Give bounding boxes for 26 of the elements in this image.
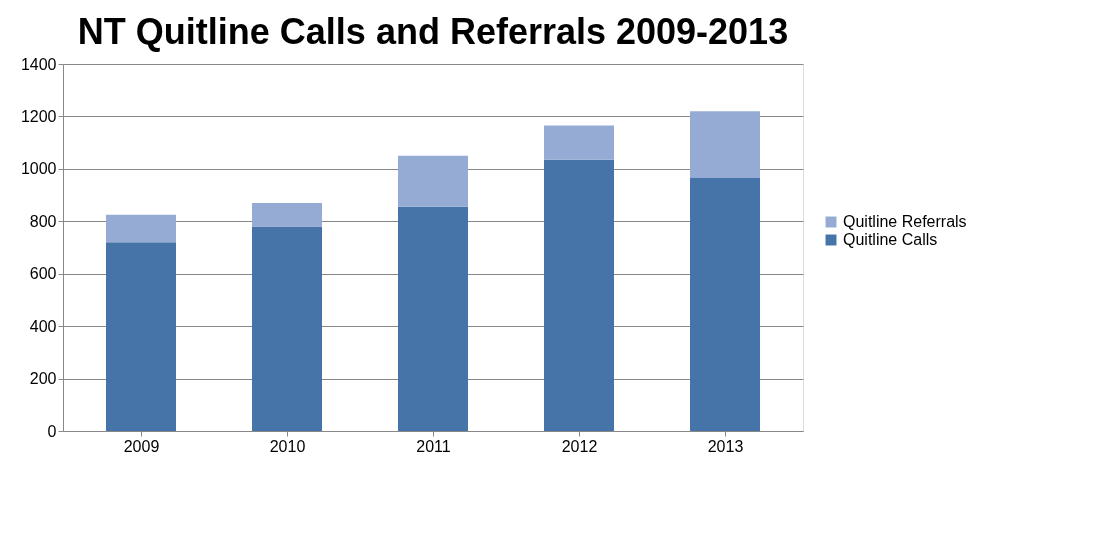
y-tick-label: 1400 [20,55,57,73]
bar [398,155,468,207]
x-tick-label: 2011 [416,437,451,455]
y-tick-label: 200 [29,370,57,388]
x-tick-label: 2012 [561,437,598,455]
y-tick-label: 1200 [20,107,57,125]
chart-title: NT Quitline Calls and Referrals 2009-2013 [77,11,789,52]
x-tick-label: 2010 [269,437,306,455]
bar [690,178,760,431]
legend-label: Quitline Referrals [843,213,967,230]
y-tick-label: 0 [47,422,57,440]
bar [544,159,614,431]
bar [106,242,176,431]
x-tick-label: 2013 [707,437,744,455]
bar [544,125,614,160]
y-tick-label: 1000 [20,160,57,178]
x-tick-label: 2009 [123,437,160,455]
bar [252,226,322,431]
y-tick-label: 800 [29,212,57,230]
y-tick-label: 400 [29,317,57,335]
y-tick-label: 600 [29,265,57,283]
bar [690,111,760,179]
bar [252,202,322,227]
bar [398,206,468,431]
bar [106,214,176,243]
legend-label: Quitline Calls [843,231,938,248]
